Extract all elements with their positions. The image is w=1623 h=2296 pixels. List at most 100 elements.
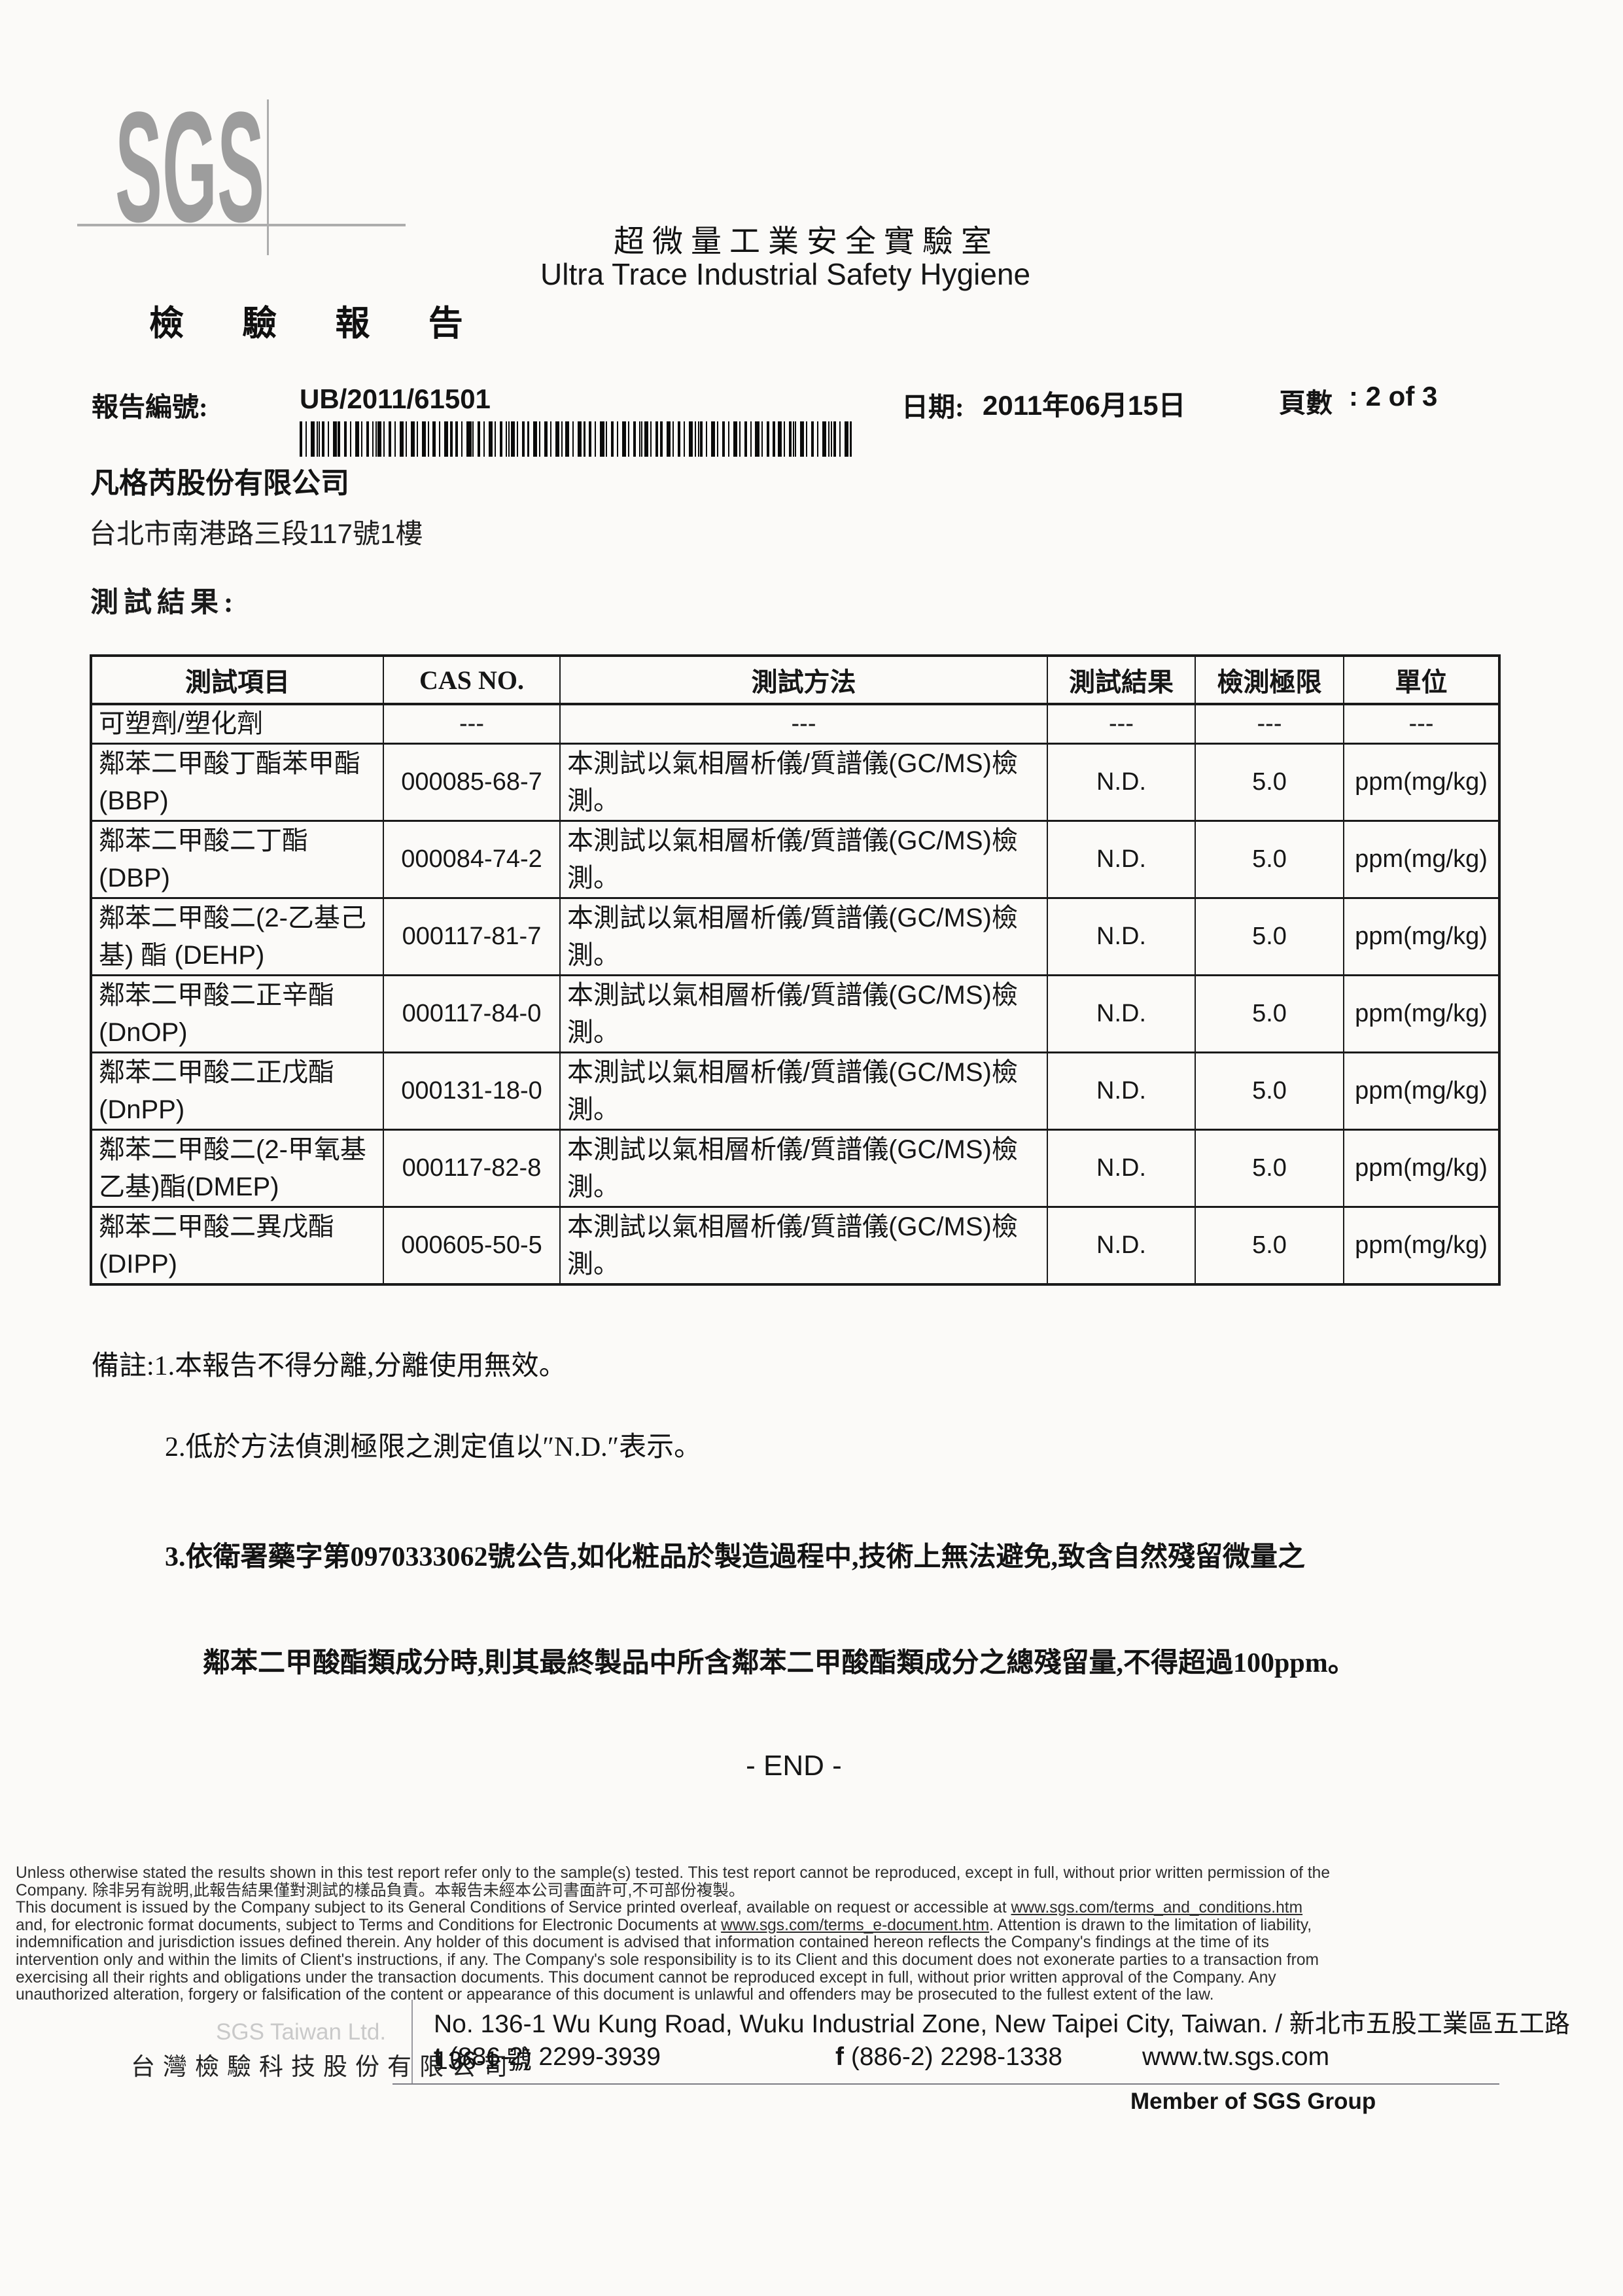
cell-result: --- bbox=[1047, 703, 1196, 745]
cell-method: 本測試以氣相層析儀/質譜儀(GC/MS)檢 測。 bbox=[559, 820, 1048, 899]
cell-unit: ppm(mg/kg) bbox=[1343, 1129, 1500, 1208]
client-name: 凡格芮股份有限公司 bbox=[90, 467, 349, 499]
cell-cas: 000117-84-0 bbox=[383, 974, 561, 1053]
lab-title-zh: 超微量工業安全實驗室 bbox=[614, 225, 1000, 259]
table-row: 鄰苯二甲酸二正戊酯 (DnPP) 000131-18-0 本測試以氣相層析儀/質… bbox=[90, 1051, 1500, 1131]
cell-limit: 5.0 bbox=[1195, 974, 1344, 1053]
footer-address: No. 136-1 Wu Kung Road, Wuku Industrial … bbox=[434, 2010, 1570, 2075]
cell-item: 鄰苯二甲酸二異戊酯 (DIPP) bbox=[90, 1206, 384, 1286]
tel-number: (886-2) 2299-3939 bbox=[449, 2043, 661, 2071]
cell-unit: ppm(mg/kg) bbox=[1343, 897, 1500, 976]
sgs-logo: SGS bbox=[115, 107, 264, 228]
cell-limit: 5.0 bbox=[1195, 820, 1344, 899]
fax-number: (886-2) 2298-1338 bbox=[850, 2043, 1062, 2071]
cell-result: N.D. bbox=[1047, 743, 1196, 822]
col-header-method: 測試方法 bbox=[559, 654, 1048, 705]
pages-label: 頁數 bbox=[1279, 388, 1333, 418]
cell-item: 鄰苯二甲酸丁酯苯甲酯 (BBP) bbox=[90, 743, 384, 822]
disclaimer-block: Unless otherwise stated the results show… bbox=[16, 1864, 1612, 2004]
sgs-logo-text: SGS bbox=[115, 107, 264, 228]
footer-rule-line bbox=[393, 2083, 1499, 2085]
logo-crop-mark-line bbox=[267, 99, 269, 255]
footer-member-label: Member of SGS Group bbox=[1130, 2089, 1376, 2114]
disclaimer-line: This document is issued by the Company s… bbox=[16, 1899, 1612, 1917]
cell-limit: 5.0 bbox=[1195, 1129, 1344, 1208]
col-header-unit: 單位 bbox=[1343, 654, 1500, 705]
terms-e-document-url: www.sgs.com/terms_e-document.htm bbox=[721, 1916, 990, 1934]
cell-cas: --- bbox=[383, 703, 561, 745]
note-line: 鄰苯二甲酸酯類成分時,則其最終製品中所含鄰苯二甲酸酯類成分之總殘留量,不得超過1… bbox=[203, 1648, 1355, 1678]
lab-title-en: Ultra Trace Industrial Safety Hygiene bbox=[540, 257, 1031, 291]
table-row: 鄰苯二甲酸二(2-甲氧基 乙基)酯(DMEP) 000117-82-8 本測試以… bbox=[90, 1129, 1500, 1208]
footer-telephone: t (886-2) 2299-3939 bbox=[434, 2043, 661, 2072]
cell-limit: --- bbox=[1195, 703, 1344, 745]
terms-and-conditions-url: www.sgs.com/terms_and_conditions.htm bbox=[1011, 1899, 1303, 1917]
cell-limit: 5.0 bbox=[1195, 897, 1344, 976]
results-section-label: 測試結果: bbox=[90, 588, 239, 618]
footer-company-en: SGS Taiwan Ltd. bbox=[216, 2019, 387, 2045]
date-label: 日期: bbox=[901, 392, 964, 422]
disclaimer-line: Company. 除非另有說明,此報告結果僅對測試的樣品負責。本報告未經本公司書… bbox=[16, 1881, 745, 1899]
disclaimer-line: Unless otherwise stated the results show… bbox=[16, 1864, 1331, 1882]
cell-item: 可塑劑/塑化劑 bbox=[90, 703, 384, 745]
cell-result: N.D. bbox=[1047, 897, 1196, 976]
cell-unit: --- bbox=[1343, 703, 1500, 745]
report-no-value: UB/2011/61501 bbox=[300, 383, 491, 414]
cell-limit: 5.0 bbox=[1195, 1206, 1344, 1286]
cell-result: N.D. bbox=[1047, 820, 1196, 899]
footer-website: www.tw.sgs.com bbox=[1142, 2043, 1330, 2071]
barcode bbox=[300, 421, 854, 457]
disclaimer-line: exercising all their rights and obligati… bbox=[16, 1968, 1276, 1987]
cell-method: 本測試以氣相層析儀/質譜儀(GC/MS)檢 測。 bbox=[559, 1051, 1048, 1131]
table-row: 可塑劑/塑化劑 --- --- --- --- --- bbox=[90, 703, 1500, 745]
footer-divider-line bbox=[411, 2000, 413, 2085]
col-header-item: 測試項目 bbox=[90, 654, 384, 705]
disclaimer-line: and, for electronic format documents, su… bbox=[16, 1916, 1612, 1935]
pages-value: : 2 of 3 bbox=[1349, 381, 1438, 412]
disclaimer-line: indemnification and jurisdiction issues … bbox=[16, 1934, 1269, 1952]
report-no-label: 報告編號: bbox=[92, 392, 208, 422]
cell-unit: ppm(mg/kg) bbox=[1343, 1051, 1500, 1131]
end-marker: - END - bbox=[746, 1750, 842, 1782]
note-line: 3.依衛署藥字第0970333062號公告,如化粧品於製造過程中,技術上無法避免… bbox=[165, 1542, 1306, 1572]
cell-unit: ppm(mg/kg) bbox=[1343, 743, 1500, 822]
footer-company-zh: 台灣檢驗科技股份有限公司 bbox=[131, 2054, 515, 2081]
cell-method: 本測試以氣相層析儀/質譜儀(GC/MS)檢 測。 bbox=[559, 743, 1048, 822]
footer-fax: f (886-2) 2298-1338 bbox=[835, 2043, 1062, 2072]
cell-unit: ppm(mg/kg) bbox=[1343, 974, 1500, 1053]
cell-item: 鄰苯二甲酸二正戊酯 (DnPP) bbox=[90, 1051, 384, 1131]
cell-method: --- bbox=[559, 703, 1048, 745]
cell-cas: 000131-18-0 bbox=[383, 1051, 561, 1131]
disclaimer-line: unauthorized alteration, forgery or fals… bbox=[16, 1986, 1214, 2004]
fax-label: f bbox=[835, 2043, 844, 2071]
results-table: 測試項目 CAS NO. 測試方法 測試結果 檢測極限 單位 可塑劑/塑化劑 -… bbox=[90, 654, 1501, 1286]
cell-limit: 5.0 bbox=[1195, 1051, 1344, 1131]
col-header-limit: 檢測極限 bbox=[1195, 654, 1344, 705]
cell-item: 鄰苯二甲酸二(2-甲氧基 乙基)酯(DMEP) bbox=[90, 1129, 384, 1208]
cell-result: N.D. bbox=[1047, 974, 1196, 1053]
cell-method: 本測試以氣相層析儀/質譜儀(GC/MS)檢 測。 bbox=[559, 897, 1048, 976]
logo-baseline-rule bbox=[77, 224, 406, 226]
report-title: 檢 驗 報 告 bbox=[149, 305, 488, 343]
table-row: 鄰苯二甲酸丁酯苯甲酯 (BBP) 000085-68-7 本測試以氣相層析儀/質… bbox=[90, 743, 1500, 822]
col-header-cas: CAS NO. bbox=[383, 654, 561, 705]
cell-result: N.D. bbox=[1047, 1206, 1196, 1286]
client-address: 台北市南港路三段117號1樓 bbox=[89, 518, 423, 549]
cell-unit: ppm(mg/kg) bbox=[1343, 820, 1500, 899]
cell-limit: 5.0 bbox=[1195, 743, 1344, 822]
table-header-row: 測試項目 CAS NO. 測試方法 測試結果 檢測極限 單位 bbox=[90, 654, 1500, 705]
cell-item: 鄰苯二甲酸二正辛酯 (DnOP) bbox=[90, 974, 384, 1053]
cell-item: 鄰苯二甲酸二丁酯 (DBP) bbox=[90, 820, 384, 899]
note-line: 2.低於方法偵測極限之測定值以″N.D.″表示。 bbox=[165, 1432, 702, 1462]
cell-method: 本測試以氣相層析儀/質譜儀(GC/MS)檢 測。 bbox=[559, 974, 1048, 1053]
cell-result: N.D. bbox=[1047, 1051, 1196, 1131]
disclaimer-text: and, for electronic format documents, su… bbox=[16, 1916, 722, 1934]
table-row: 鄰苯二甲酸二異戊酯 (DIPP) 000605-50-5 本測試以氣相層析儀/質… bbox=[90, 1206, 1500, 1286]
table-row: 鄰苯二甲酸二(2-乙基己 基) 酯 (DEHP) 000117-81-7 本測試… bbox=[90, 897, 1500, 976]
cell-item: 鄰苯二甲酸二(2-乙基己 基) 酯 (DEHP) bbox=[90, 897, 384, 976]
cell-result: N.D. bbox=[1047, 1129, 1196, 1208]
cell-cas: 000117-82-8 bbox=[383, 1129, 561, 1208]
col-header-result: 測試結果 bbox=[1047, 654, 1196, 705]
date-value: 2011年06月15日 bbox=[983, 390, 1186, 421]
cell-method: 本測試以氣相層析儀/質譜儀(GC/MS)檢 測。 bbox=[559, 1129, 1048, 1208]
